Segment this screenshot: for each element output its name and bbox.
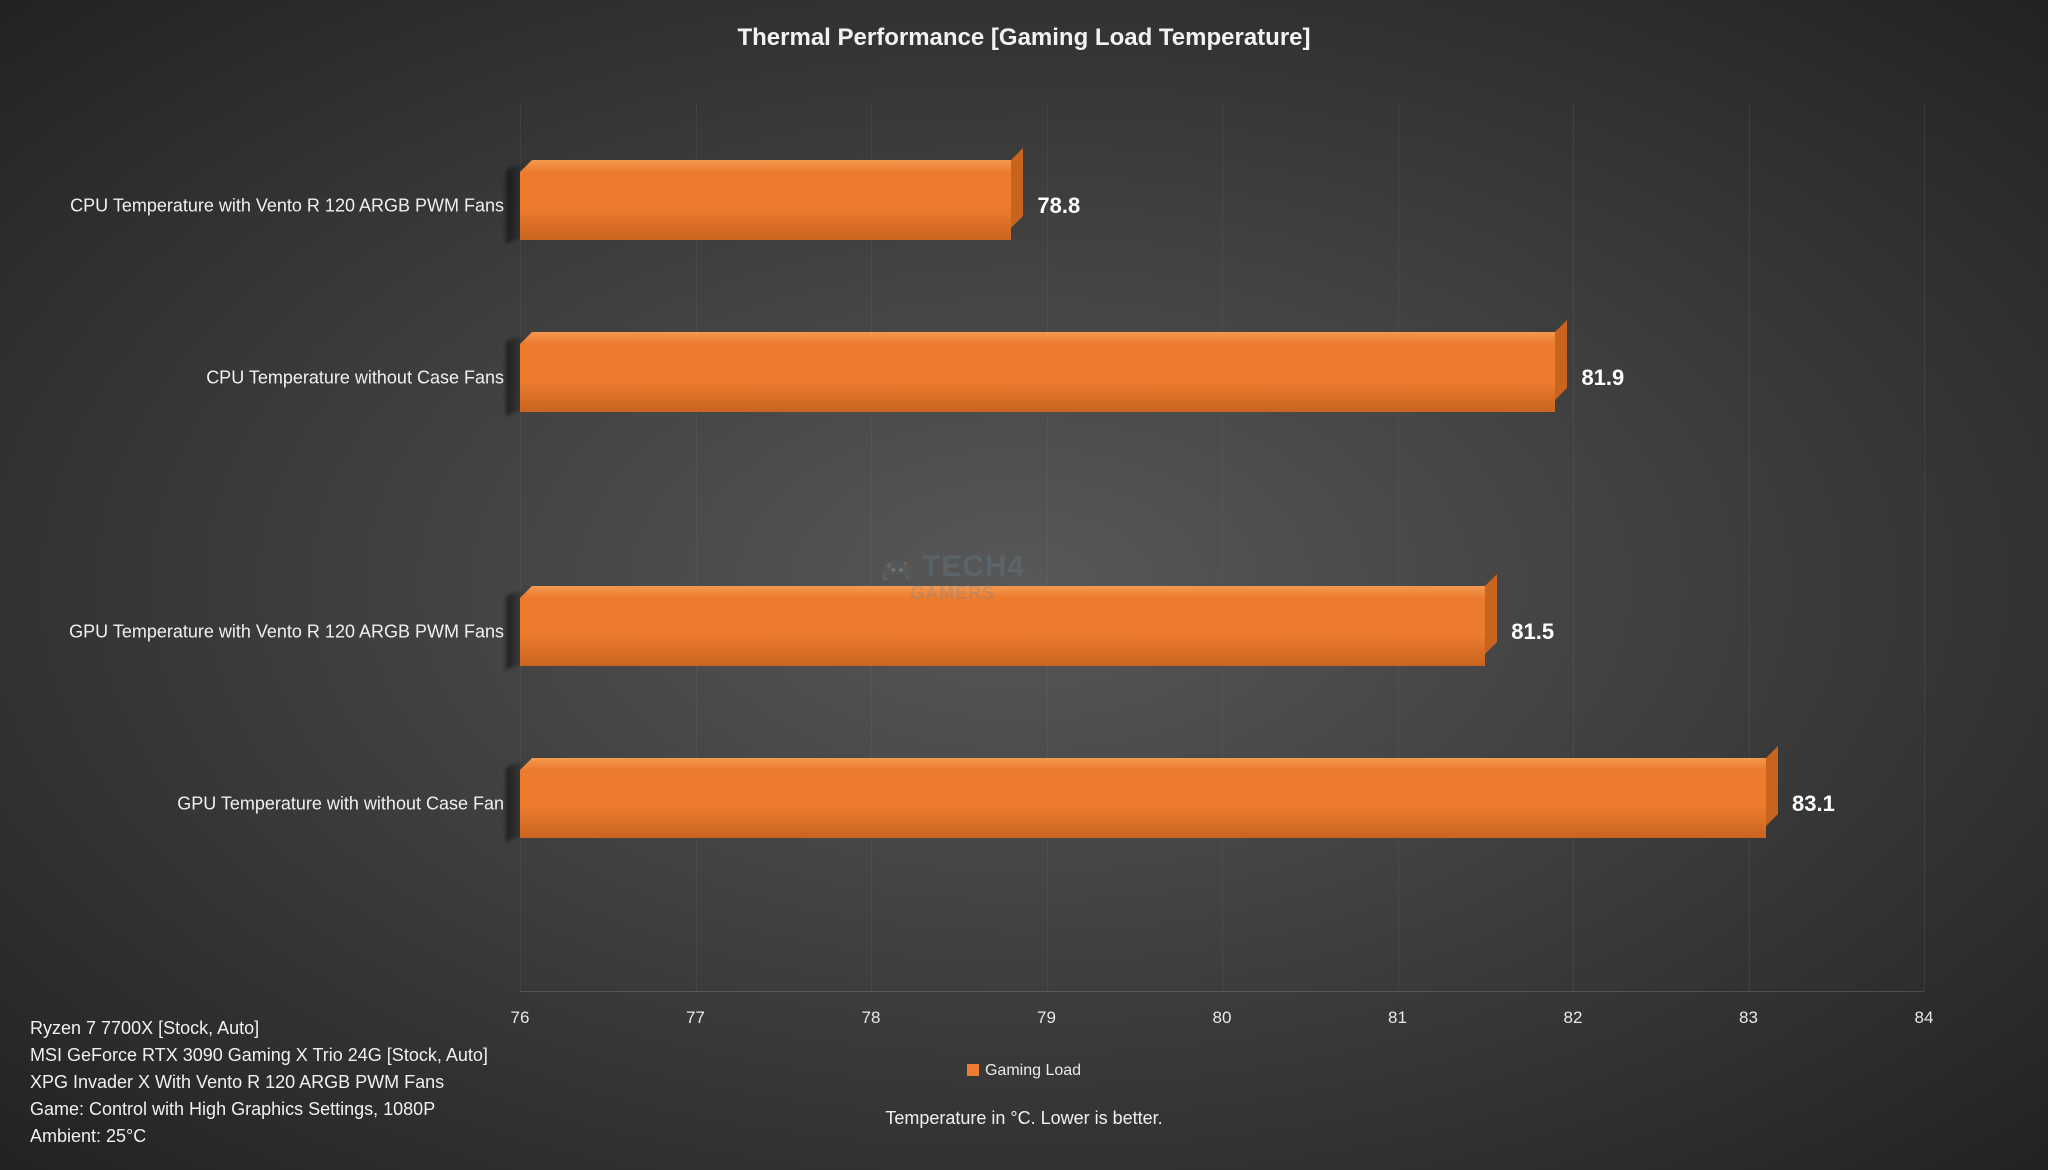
bar-label: GPU Temperature with without Case Fan (177, 794, 504, 815)
bar (520, 598, 1485, 666)
x-tick-label: 83 (1739, 1008, 1758, 1028)
footer-line: Ryzen 7 7700X [Stock, Auto] (30, 1015, 488, 1042)
plot-area: 767778798081828384CPU Temperature with V… (520, 112, 1924, 992)
footer-line: Game: Control with High Graphics Setting… (30, 1096, 488, 1123)
x-tick-label: 82 (1564, 1008, 1583, 1028)
bar (520, 770, 1766, 838)
bar-value: 81.5 (1511, 619, 1554, 645)
chart-title: Thermal Performance [Gaming Load Tempera… (0, 24, 2048, 52)
x-tick-label: 78 (862, 1008, 881, 1028)
bar-value: 83.1 (1792, 791, 1835, 817)
chart-container: Thermal Performance [Gaming Load Tempera… (0, 0, 2048, 1170)
footer-line: MSI GeForce RTX 3090 Gaming X Trio 24G [… (30, 1042, 488, 1069)
watermark: 🎮TECH4 GAMERS (880, 550, 1025, 604)
bar-row: CPU Temperature with Vento R 120 ARGB PW… (520, 172, 1924, 240)
bar-value: 81.9 (1581, 365, 1624, 391)
x-tick-label: 84 (1915, 1008, 1934, 1028)
watermark-line1: TECH4 (922, 550, 1025, 583)
x-tick-label: 81 (1388, 1008, 1407, 1028)
gridline (1924, 102, 1925, 992)
footer-line: Ambient: 25°C (30, 1123, 488, 1150)
x-tick-label: 80 (1213, 1008, 1232, 1028)
x-tick-label: 77 (686, 1008, 705, 1028)
legend-swatch (967, 1064, 979, 1076)
bar-label: CPU Temperature with Vento R 120 ARGB PW… (70, 196, 504, 217)
bar-value: 78.8 (1037, 193, 1080, 219)
bar (520, 172, 1011, 240)
footer-notes: Ryzen 7 7700X [Stock, Auto]MSI GeForce R… (30, 1015, 488, 1150)
legend-label: Gaming Load (985, 1062, 1081, 1079)
bar-row: GPU Temperature with without Case Fan83.… (520, 770, 1924, 838)
bar-label: GPU Temperature with Vento R 120 ARGB PW… (69, 622, 504, 643)
bar-label: CPU Temperature without Case Fans (206, 368, 504, 389)
bar-row: CPU Temperature without Case Fans81.9 (520, 344, 1924, 412)
bar-row: GPU Temperature with Vento R 120 ARGB PW… (520, 598, 1924, 666)
footer-line: XPG Invader X With Vento R 120 ARGB PWM … (30, 1069, 488, 1096)
x-tick-label: 76 (511, 1008, 530, 1028)
bar (520, 344, 1555, 412)
x-tick-label: 79 (1037, 1008, 1056, 1028)
